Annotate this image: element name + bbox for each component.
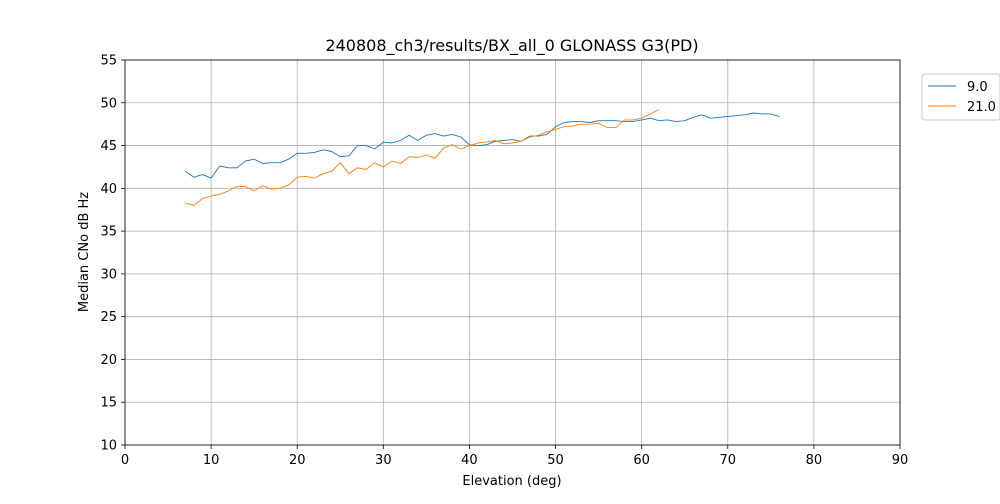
x-tick-label: 40 (461, 453, 478, 468)
plot-frame (124, 59, 901, 446)
series-line-2 (185, 109, 660, 206)
x-tick-label: 0 (121, 453, 129, 468)
y-tick-label: 40 (100, 182, 117, 197)
legend-label-series-2: 21.0 (967, 100, 996, 115)
series-lines (185, 109, 780, 206)
chart-title: 240808_ch3/results/BX_all_0 GLONASS G3(P… (325, 36, 698, 56)
legend: 9.0 21.0 (921, 73, 1000, 121)
y-tick-label: 55 (100, 54, 117, 69)
y-tick-label: 45 (100, 139, 117, 154)
legend-label-series-1: 9.0 (967, 80, 988, 95)
x-tick-label: 30 (375, 453, 392, 468)
y-tick-label: 15 (100, 396, 117, 411)
x-axis-ticks: 0 10 20 30 40 50 60 70 80 90 (121, 445, 908, 468)
x-tick-label: 60 (633, 453, 650, 468)
x-tick-label: 70 (720, 453, 737, 468)
x-tick-label: 50 (547, 453, 564, 468)
x-tick-label: 20 (289, 453, 306, 468)
y-tick-label: 20 (100, 353, 117, 368)
x-axis-label: Elevation (deg) (462, 474, 561, 489)
x-tick-label: 10 (203, 453, 220, 468)
y-tick-label: 30 (100, 267, 117, 282)
y-axis-label: Median CNo dB Hz (77, 192, 92, 312)
y-tick-label: 50 (100, 96, 117, 111)
y-tick-label: 10 (100, 439, 117, 454)
x-tick-label: 80 (806, 453, 823, 468)
series-line-1 (185, 112, 780, 179)
y-axis-ticks: 10 15 20 25 30 35 40 45 50 55 (100, 54, 125, 454)
y-tick-label: 35 (100, 225, 117, 240)
x-tick-label: 90 (892, 453, 909, 468)
y-tick-label: 25 (100, 310, 117, 325)
